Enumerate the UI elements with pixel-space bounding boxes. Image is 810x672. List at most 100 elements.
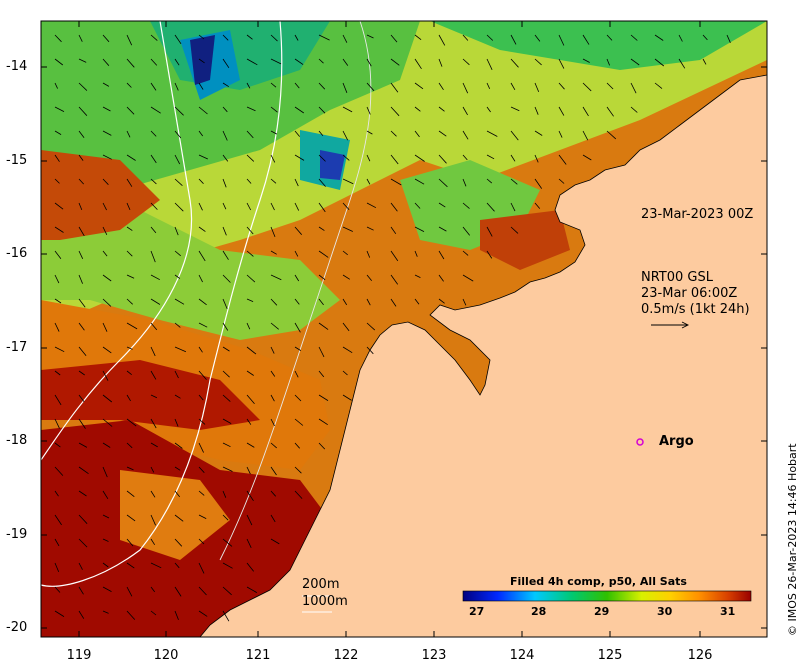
current-vector (174, 610, 179, 620)
current-vector (174, 154, 181, 165)
current-vector (174, 394, 181, 399)
colorbar-tick-30: 30 (657, 605, 673, 618)
current-vector (150, 562, 162, 569)
current-vector (294, 466, 302, 474)
current-vector (102, 418, 113, 427)
current-vector (726, 34, 731, 43)
current-vector (606, 58, 610, 66)
current-vector (150, 466, 155, 473)
current-vector (414, 106, 421, 112)
current-vector (270, 106, 278, 113)
contour-1000m (40, 20, 283, 587)
current-vector (54, 562, 60, 573)
current-vector (366, 106, 371, 115)
current-vector (510, 82, 516, 90)
current-vector (102, 274, 112, 282)
current-vector (462, 298, 467, 306)
current-vector (246, 538, 252, 548)
current-vector (654, 58, 665, 67)
current-vector (366, 82, 375, 92)
current-vector (366, 298, 371, 306)
current-vector (270, 274, 282, 281)
current-vector (126, 250, 133, 257)
current-title: NRT00 GSL (641, 270, 713, 285)
current-vector (270, 346, 275, 354)
track-label: 23-Mar-2023 00Z (641, 207, 754, 222)
current-vector (198, 250, 206, 262)
current-vector (54, 538, 60, 547)
current-vector (54, 202, 64, 210)
current-vector (222, 274, 231, 283)
current-vector (390, 154, 399, 165)
current-vector (126, 370, 132, 376)
current-vector (102, 538, 109, 542)
current-vector (222, 106, 228, 113)
current-vector (702, 58, 707, 65)
current-vector (198, 490, 205, 496)
current-vector (534, 106, 539, 115)
current-vector (318, 274, 326, 281)
current-vector (102, 370, 109, 381)
current-vector (126, 538, 134, 547)
current-vector (174, 418, 179, 427)
current-vector (534, 58, 542, 66)
current-vector (246, 34, 253, 40)
current-vector (246, 154, 255, 162)
current-vector (342, 274, 351, 280)
current-vector (102, 490, 109, 500)
current-vector (198, 58, 205, 64)
current-vector (270, 250, 277, 255)
y-tick-label: -20 (6, 620, 28, 635)
current-vector (54, 322, 60, 332)
current-vector (174, 322, 181, 328)
current-vector (198, 34, 205, 40)
current-vector (534, 202, 541, 209)
current-vector (54, 394, 62, 406)
current-vector (534, 82, 540, 93)
current-vector (558, 34, 565, 46)
current-vector (198, 514, 207, 519)
current-scale-arrowhead (681, 321, 690, 329)
current-vector (174, 250, 181, 257)
contour-deep (219, 20, 372, 561)
current-vector (318, 322, 329, 330)
current-vector (486, 130, 498, 137)
current-vector (438, 250, 445, 260)
current-vector (126, 514, 136, 522)
current-vector (414, 202, 421, 209)
current-vector (102, 346, 112, 354)
contour-200m (40, 20, 192, 461)
current-vector (174, 562, 180, 569)
current-vector (222, 466, 233, 472)
current-vector (270, 394, 275, 402)
current-vector (78, 298, 86, 308)
current-vector (198, 346, 203, 353)
current-vector (222, 322, 229, 331)
current-vector (150, 130, 157, 137)
current-vector (150, 586, 156, 593)
current-vector (318, 442, 326, 450)
current-vector (78, 82, 88, 91)
current-vector (126, 202, 131, 211)
current-vector (438, 178, 448, 188)
current-vector (198, 106, 208, 115)
colorbar-tick-27: 27 (469, 605, 485, 618)
current-vector (342, 178, 354, 185)
current-vector (294, 34, 299, 41)
current-vector (390, 106, 400, 117)
current-vector (702, 34, 708, 41)
current-vector (78, 538, 88, 548)
current-vector (510, 130, 519, 141)
current-vector (126, 154, 136, 161)
current-vector (654, 34, 664, 41)
current-vector (366, 226, 374, 231)
current-vector (486, 202, 495, 212)
current-vector (558, 106, 565, 116)
current-vector (246, 370, 254, 376)
current-vector (222, 514, 229, 521)
current-vector (390, 274, 399, 285)
current-vector (54, 346, 65, 353)
current-vector (126, 130, 131, 138)
current-vector (222, 298, 228, 310)
current-vector (582, 154, 592, 161)
